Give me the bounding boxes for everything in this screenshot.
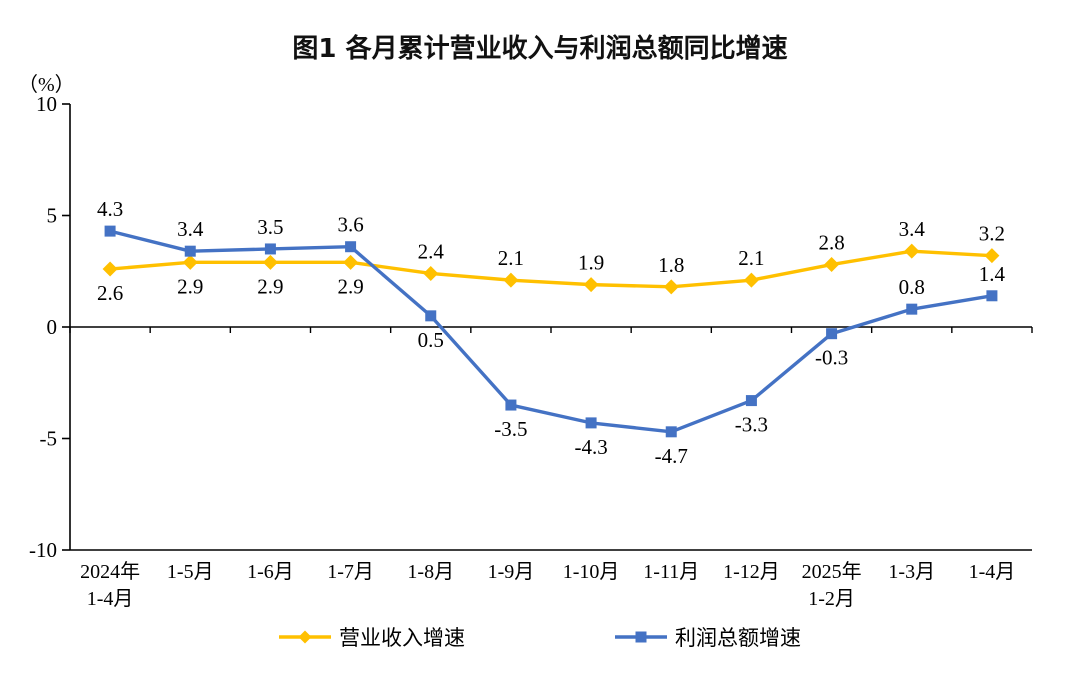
legend-label-profit: 利润总额增速: [675, 626, 801, 650]
svg-text:2.6: 2.6: [97, 281, 123, 305]
svg-text:1-8月: 1-8月: [407, 561, 454, 583]
series-revenue: 2.6 2.9 2.9 2.9 2.4 2.1 1.9 1.8 2.1 2.8 3.4 3.2: [97, 217, 1005, 305]
svg-text:-10: -10: [29, 538, 57, 562]
chart-legend: 营业收入增速 利润总额增速: [0, 622, 1080, 652]
svg-text:-0.3: -0.3: [815, 346, 848, 370]
svg-text:0: 0: [47, 315, 58, 339]
svg-text:-3.3: -3.3: [735, 413, 768, 437]
x-axis-labels: 2024年 1-4月 1-5月 1-6月 1-7月 1-8月 1-9月 1-10月 1-11月 1…: [80, 560, 1015, 610]
svg-text:1.8: 1.8: [658, 253, 684, 277]
svg-text:5: 5: [47, 204, 58, 228]
svg-text:3.6: 3.6: [337, 213, 363, 237]
svg-text:3.4: 3.4: [899, 217, 926, 241]
svg-text:3.5: 3.5: [257, 215, 283, 239]
legend-item-profit: 利润总额增速: [615, 622, 801, 652]
svg-text:4.3: 4.3: [97, 197, 123, 221]
y-axis-unit-label: （%）: [18, 74, 75, 96]
svg-text:0.5: 0.5: [418, 328, 444, 352]
legend-item-revenue: 营业收入增速: [279, 622, 465, 652]
svg-text:-3.5: -3.5: [494, 417, 527, 441]
svg-text:1-11月: 1-11月: [643, 561, 699, 583]
svg-text:1-3月: 1-3月: [888, 561, 935, 583]
svg-text:1.4: 1.4: [979, 262, 1006, 286]
svg-text:3.2: 3.2: [979, 222, 1005, 246]
svg-text:2.9: 2.9: [177, 274, 203, 298]
svg-text:2.1: 2.1: [738, 246, 764, 270]
revenue-legend-marker-icon: [279, 630, 331, 644]
svg-text:2025年: 2025年: [802, 560, 862, 583]
svg-text:2.4: 2.4: [418, 239, 445, 263]
chart-title: 图1 各月累计营业收入与利润总额同比增速: [292, 34, 788, 64]
svg-text:2.8: 2.8: [818, 231, 844, 255]
svg-text:1-6月: 1-6月: [247, 561, 294, 583]
svg-text:3.4: 3.4: [177, 217, 204, 241]
svg-text:2.9: 2.9: [257, 274, 283, 298]
svg-text:1-7月: 1-7月: [327, 561, 374, 583]
svg-text:1-9月: 1-9月: [488, 561, 535, 583]
svg-text:1-4月: 1-4月: [969, 561, 1016, 583]
svg-text:2.9: 2.9: [337, 274, 363, 298]
svg-text:1-2月: 1-2月: [808, 588, 855, 610]
svg-text:1.9: 1.9: [578, 251, 604, 275]
svg-text:-4.7: -4.7: [655, 444, 688, 468]
profit-legend-marker-icon: [615, 631, 667, 643]
svg-text:2024年: 2024年: [80, 560, 140, 583]
svg-text:0.8: 0.8: [899, 275, 925, 299]
svg-text:10: 10: [36, 92, 57, 116]
svg-text:1-4月: 1-4月: [87, 588, 134, 610]
series-profit: 4.3 3.4 3.5 3.6 0.5 -3.5 -4.3 -4.7 -3.3 -0.3 0.8 1.…: [97, 197, 1006, 468]
legend-label-revenue: 营业收入增速: [339, 626, 465, 650]
svg-text:1-5月: 1-5月: [167, 561, 214, 583]
svg-text:-5: -5: [40, 427, 58, 451]
svg-text:1-10月: 1-10月: [563, 561, 620, 583]
svg-text:2.1: 2.1: [498, 246, 524, 270]
svg-text:-4.3: -4.3: [574, 435, 607, 459]
svg-text:1-12月: 1-12月: [723, 561, 780, 583]
axes: 10 5 0 -5 -10: [29, 92, 1033, 562]
